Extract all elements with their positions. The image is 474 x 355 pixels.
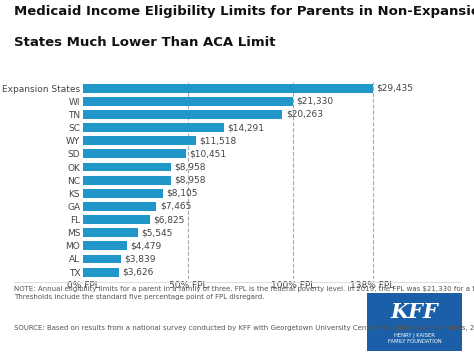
Text: $8,105: $8,105	[166, 189, 198, 198]
Bar	[83, 123, 224, 132]
Text: $3,626: $3,626	[122, 268, 154, 277]
Text: $10,451: $10,451	[189, 149, 227, 158]
Text: $14,291: $14,291	[227, 123, 264, 132]
Bar	[83, 228, 137, 237]
Bar	[83, 163, 171, 171]
Text: $20,263: $20,263	[286, 110, 323, 119]
Text: SOURCE: Based on results from a national survey conducted by KFF with Georgetown: SOURCE: Based on results from a national…	[14, 325, 474, 331]
Text: $29,435: $29,435	[376, 84, 413, 93]
Text: Medicaid Income Eligibility Limits for Parents in Non-Expansion: Medicaid Income Eligibility Limits for P…	[14, 5, 474, 18]
Text: $7,465: $7,465	[160, 202, 191, 211]
Bar	[83, 97, 293, 106]
Text: $6,825: $6,825	[154, 215, 185, 224]
Bar	[83, 241, 127, 250]
Text: $8,958: $8,958	[174, 176, 206, 185]
Text: $3,839: $3,839	[124, 255, 155, 263]
Bar	[83, 136, 196, 145]
Bar	[83, 268, 118, 277]
Text: HENRY J KAISER
FAMILY FOUNDATION: HENRY J KAISER FAMILY FOUNDATION	[388, 333, 442, 344]
Bar	[83, 176, 171, 185]
Text: $4,479: $4,479	[130, 241, 162, 250]
Text: States Much Lower Than ACA Limit: States Much Lower Than ACA Limit	[14, 36, 276, 49]
Bar	[83, 189, 163, 198]
Text: $21,330: $21,330	[296, 97, 333, 106]
Bar	[83, 84, 373, 93]
Text: $11,518: $11,518	[200, 136, 237, 145]
Text: $8,958: $8,958	[174, 163, 206, 171]
Bar	[83, 110, 283, 119]
Text: $5,545: $5,545	[141, 228, 173, 237]
Text: KFF: KFF	[391, 302, 439, 322]
Bar	[83, 202, 156, 211]
Text: NOTE: Annual eligibility limits for a parent in a family of three. FPL is the fe: NOTE: Annual eligibility limits for a pa…	[14, 286, 474, 300]
Bar	[83, 255, 121, 263]
Bar	[83, 149, 186, 158]
Bar	[83, 215, 150, 224]
